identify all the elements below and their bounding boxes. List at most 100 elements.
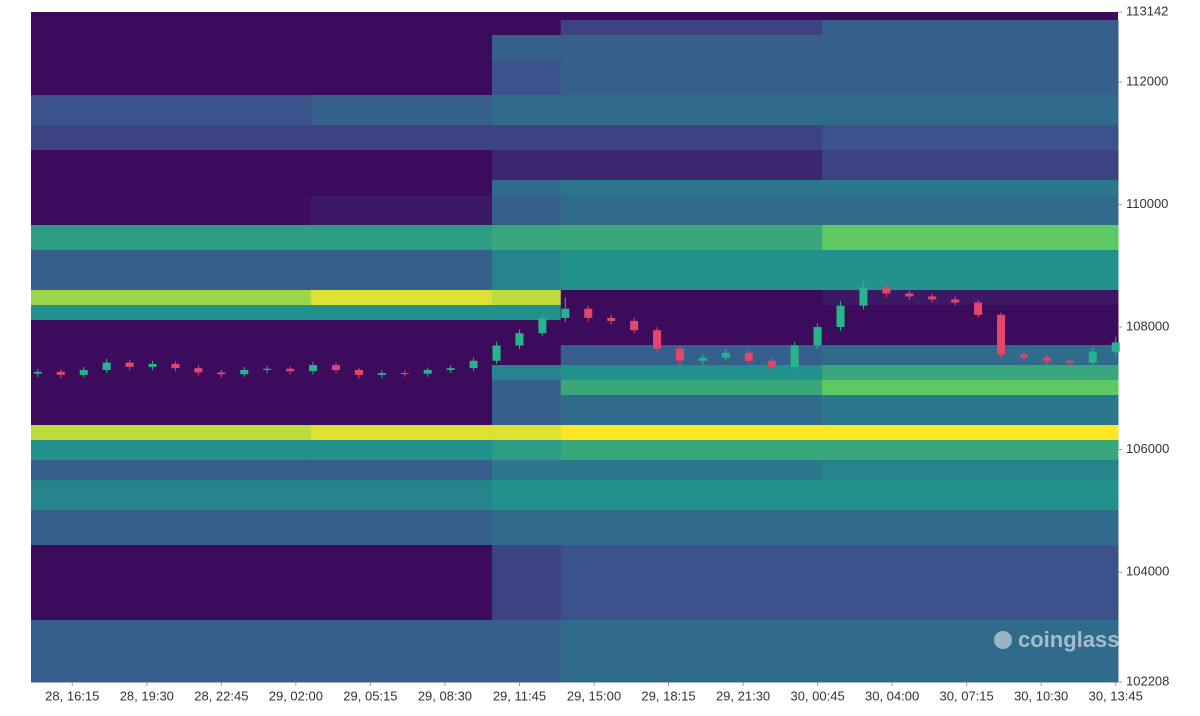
heatmap-cell <box>491 60 562 96</box>
heatmap-cell <box>310 345 493 366</box>
heatmap-cell <box>310 480 493 511</box>
heatmap-cell <box>822 150 1119 181</box>
heatmap-cell <box>822 544 1119 621</box>
candle-body <box>492 345 501 361</box>
heatmap-cell <box>491 180 562 196</box>
heatmap-cell <box>822 425 1119 441</box>
heatmap-cell <box>491 95 562 126</box>
x-tick-label: 29, 18:15 <box>641 688 695 703</box>
heatmap-cell <box>31 509 312 546</box>
heatmap-cell <box>560 35 823 61</box>
heatmap-cell <box>310 224 493 251</box>
heatmap-cell <box>491 125 562 151</box>
heatmap-cell <box>560 125 823 151</box>
candle-body <box>194 368 203 373</box>
candle-body <box>515 333 524 346</box>
candle-body <box>1042 357 1051 361</box>
heatmap-cell <box>491 459 562 481</box>
heatmap-cell <box>560 459 823 481</box>
heatmap-cell <box>310 195 493 226</box>
candle-body <box>1065 360 1074 363</box>
heatmap-cell <box>310 150 493 181</box>
heatmap-cell <box>560 544 823 621</box>
heatmap-cell <box>310 544 493 621</box>
candle-body <box>790 345 799 367</box>
heatmap-cell <box>310 459 493 481</box>
heatmap-cell <box>560 95 823 126</box>
heatmap-cell <box>491 305 562 321</box>
heatmap-cell <box>31 544 312 621</box>
heatmap-cell <box>822 459 1119 481</box>
y-tick-label: 102208 <box>1126 673 1169 688</box>
heatmap-cell <box>491 320 562 346</box>
candle-body <box>744 352 753 361</box>
heatmap-cell <box>31 249 312 291</box>
candle-body <box>836 305 845 328</box>
heatmap-cell <box>822 125 1119 151</box>
heatmap-cell <box>310 290 493 306</box>
heatmap-cell <box>491 365 562 381</box>
x-tick-label: 29, 02:00 <box>269 688 323 703</box>
heatmap-cell <box>31 619 312 683</box>
candle-body <box>951 299 960 303</box>
heatmap-cell <box>822 320 1119 346</box>
y-tick-label: 108000 <box>1126 319 1169 334</box>
candle-body <box>33 371 42 374</box>
candle-body <box>469 360 478 369</box>
heatmap-cell <box>491 345 562 366</box>
candle-body <box>607 317 616 321</box>
heatmap-cell <box>491 249 562 291</box>
y-tick-label: 113142 <box>1126 3 1168 18</box>
heatmap-cell <box>31 150 312 181</box>
candle-body <box>354 369 363 375</box>
candle-body <box>1088 351 1097 363</box>
heatmap-cell <box>31 195 312 226</box>
y-tick-label: 110000 <box>1126 196 1168 211</box>
heatmap-cell <box>560 305 823 321</box>
heatmap-cell <box>31 380 312 396</box>
heatmap-cell <box>822 509 1119 546</box>
heatmap-cell <box>822 35 1119 61</box>
heatmap-cell <box>310 95 493 126</box>
heatmap-cell <box>31 35 312 61</box>
heatmap-cell <box>560 320 823 346</box>
heatmap-cell <box>310 320 493 346</box>
heatmap-cell <box>310 425 493 441</box>
heatmap-cell <box>491 425 562 441</box>
heatmap-cell <box>560 365 823 381</box>
candle-body <box>538 317 547 334</box>
heatmap-cell <box>491 509 562 546</box>
candle-body <box>859 287 868 306</box>
heatmap-cell <box>310 125 493 151</box>
candle-body <box>630 320 639 331</box>
heatmap-cell <box>560 395 823 426</box>
candle-body <box>377 373 386 375</box>
x-tick-label: 30, 13:45 <box>1089 688 1143 703</box>
candle-body <box>263 368 272 370</box>
heatmap-cell <box>310 60 493 96</box>
heatmap-cell <box>822 365 1119 381</box>
candle-body <box>721 352 730 358</box>
candle-body <box>125 362 134 367</box>
heatmap-cell <box>822 395 1119 426</box>
heatmap-cell <box>560 60 823 96</box>
heatmap-cell <box>31 320 312 346</box>
x-tick-label: 30, 07:15 <box>940 688 994 703</box>
heatmap-cell <box>822 345 1119 366</box>
heatmap-cell <box>560 480 823 511</box>
heatmap-cell <box>31 60 312 96</box>
candle-body <box>675 348 685 361</box>
candle-body <box>561 308 570 318</box>
heatmap-cell <box>560 380 823 396</box>
candle-body <box>171 363 180 369</box>
heatmap-cell <box>310 249 493 291</box>
x-tick-label: 28, 22:45 <box>194 688 248 703</box>
heatmap-cell <box>31 224 312 251</box>
candle-body <box>423 369 432 374</box>
heatmap-cell <box>822 20 1119 36</box>
watermark: coinglass <box>1018 627 1119 652</box>
heatmap-cell <box>491 35 562 61</box>
heatmap-cell <box>310 619 493 683</box>
heatmap-cell <box>491 395 562 426</box>
heatmap-cell <box>310 509 493 546</box>
